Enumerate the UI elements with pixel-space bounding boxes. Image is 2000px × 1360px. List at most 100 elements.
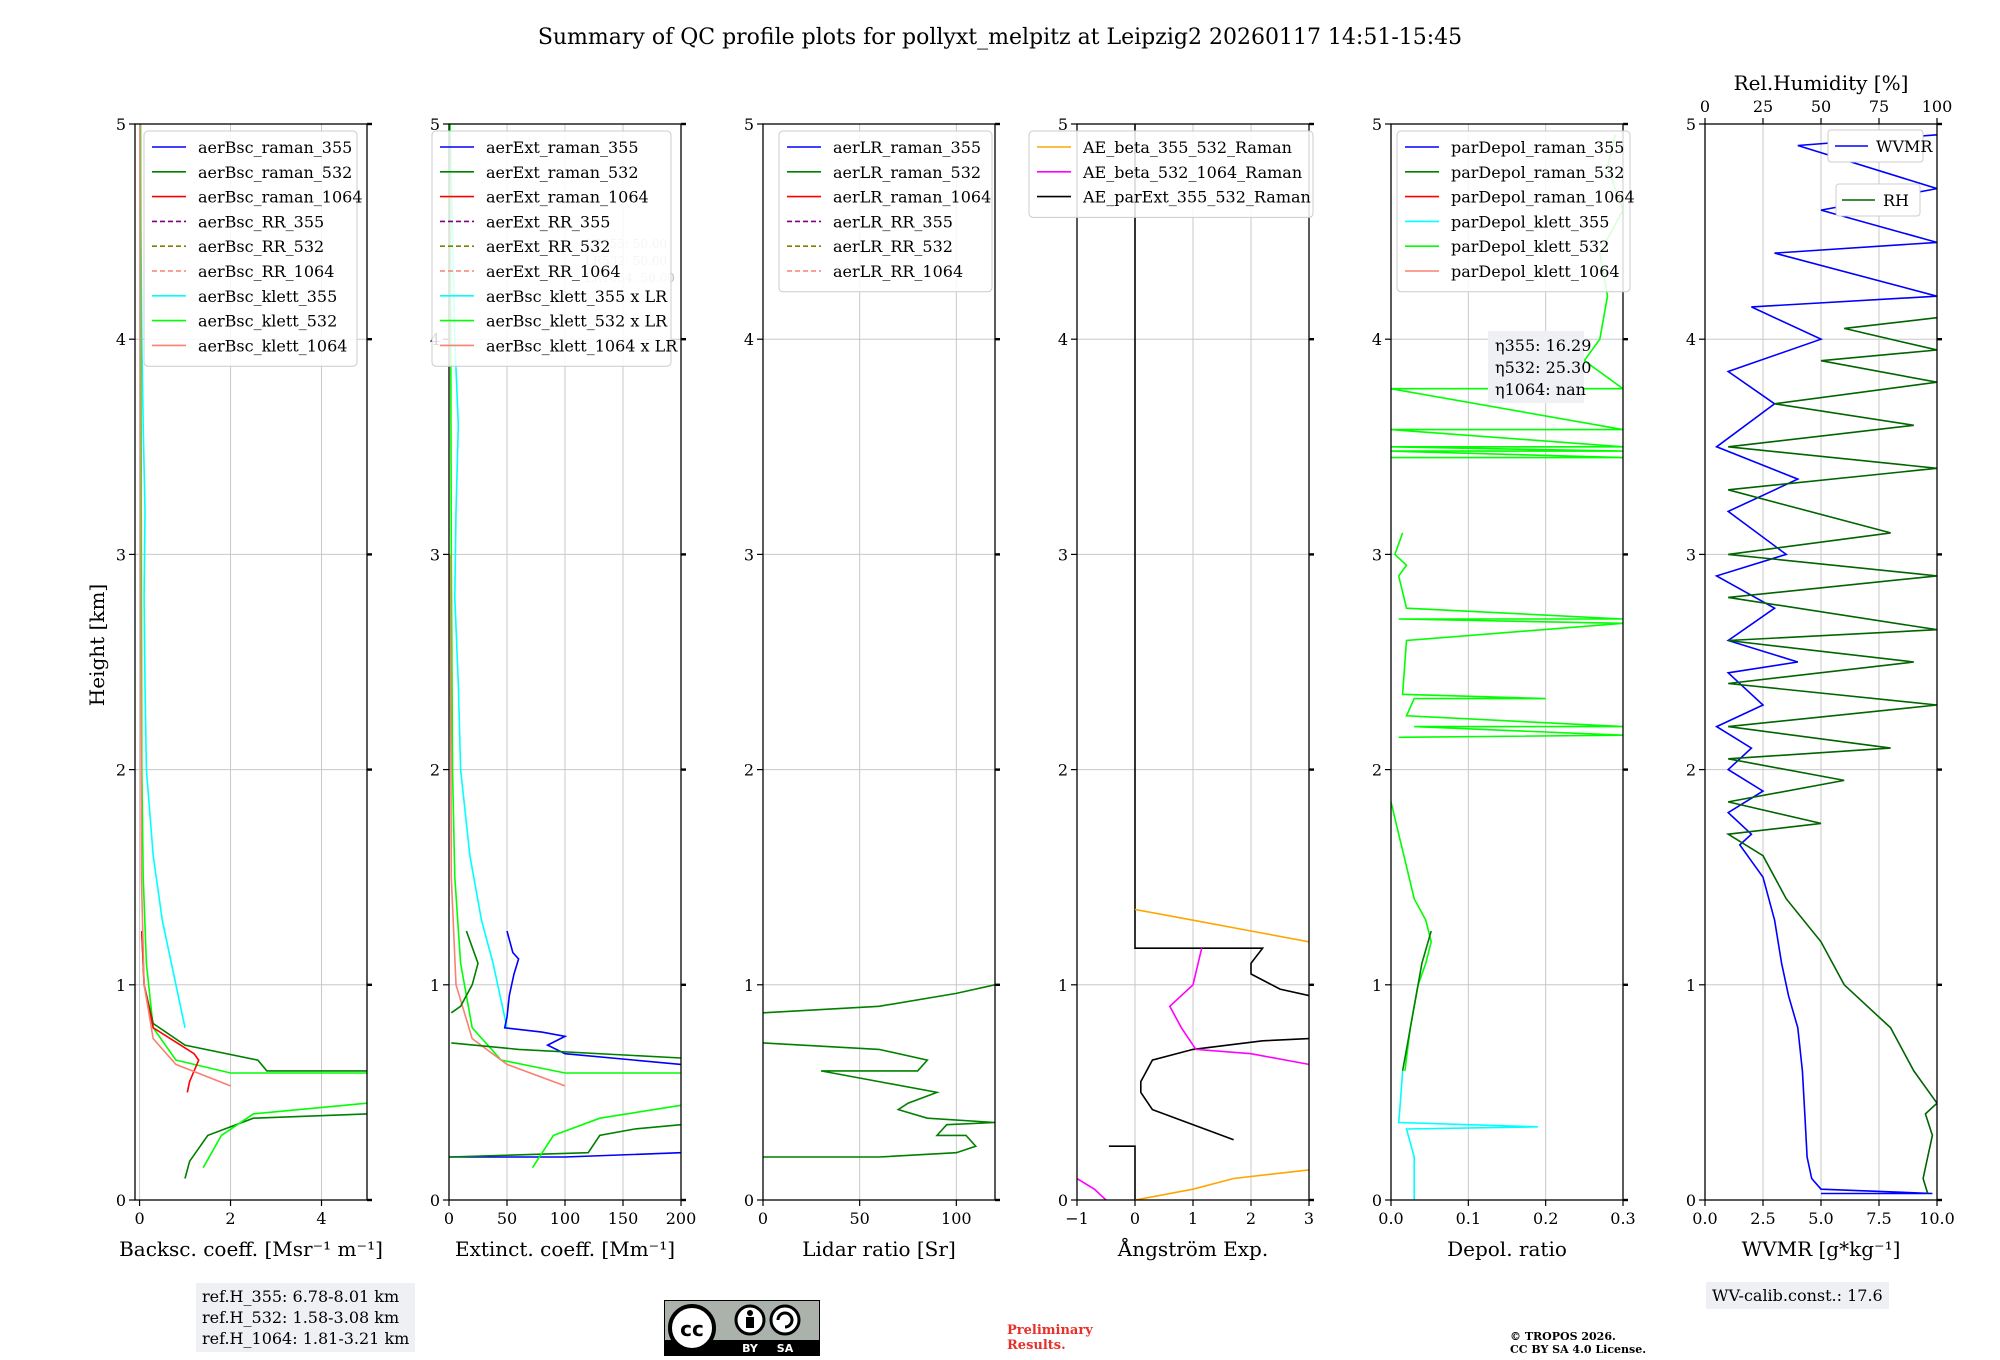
legend-box bbox=[143, 130, 358, 367]
wv-calib-box: WV-calib.const.: 17.6 bbox=[1706, 1282, 1889, 1309]
x-tick-label: 150 bbox=[608, 1209, 639, 1228]
x-axis-label: Backsc. coeff. [Msr⁻¹ m⁻¹] bbox=[119, 1237, 383, 1261]
y-tick-label: 4 bbox=[744, 330, 754, 349]
x-tick-label: 50 bbox=[849, 1209, 869, 1228]
x-tick-label: 3 bbox=[1304, 1209, 1314, 1228]
legend-label: aerLR_RR_355 bbox=[833, 212, 953, 231]
legend-box bbox=[1835, 183, 1921, 217]
y-tick-label: 5 bbox=[744, 115, 754, 134]
x-tick-label: 0.0 bbox=[1692, 1209, 1717, 1228]
y-tick-label: 4 bbox=[1058, 330, 1068, 349]
x-tick-label: 0.3 bbox=[1610, 1209, 1635, 1228]
y-tick-label: 1 bbox=[116, 976, 126, 995]
series-aerExt_klett_532_low bbox=[531, 1104, 681, 1169]
top-axis-label: Rel.Humidity [%] bbox=[1734, 71, 1909, 95]
y-tick-label: 1 bbox=[1058, 976, 1068, 995]
series-AE_beta_532_1064_Raman_b bbox=[1077, 1177, 1107, 1200]
series-aerExt_raman_355 bbox=[503, 930, 681, 1066]
series-AE_beta_355_532_Raman bbox=[1134, 908, 1309, 943]
axes-frame bbox=[1390, 123, 1624, 1201]
x-tick-label: 0 bbox=[134, 1209, 144, 1228]
preliminary-note: Preliminary Results. bbox=[1007, 1323, 1093, 1353]
y-tick-label: 3 bbox=[430, 545, 440, 564]
legend-label: aerBsc_klett_532 x LR bbox=[486, 312, 668, 331]
y-tick-label: 5 bbox=[116, 115, 126, 134]
legend-label: aerExt_RR_355 bbox=[486, 212, 610, 231]
x-tick-label: 10.0 bbox=[1919, 1209, 1955, 1228]
legend-box bbox=[431, 130, 672, 367]
x-tick-label: 200 bbox=[666, 1209, 697, 1228]
y-tick-label: 2 bbox=[1686, 761, 1696, 780]
legend-label: aerBsc_raman_532 bbox=[198, 163, 352, 182]
copyright-line-2: CC BY SA 4.0 License. bbox=[1510, 1343, 1647, 1356]
legend-label: aerLR_RR_532 bbox=[833, 237, 953, 256]
x-tick-label: 0 bbox=[758, 1209, 768, 1228]
series-aerBsc_raman_532 bbox=[141, 930, 367, 1072]
legend-label: WVMR bbox=[1876, 137, 1933, 156]
y-tick-label: 0 bbox=[744, 1191, 754, 1210]
cc-license-badge: cc BY SA bbox=[664, 1300, 820, 1356]
series-WVMR bbox=[1714, 134, 1937, 1195]
legend-label: aerBsc_klett_1064 x LR bbox=[486, 336, 678, 355]
legend-label: aerBsc_klett_532 bbox=[198, 312, 337, 331]
y-tick-label: 1 bbox=[1686, 976, 1696, 995]
x-tick-label: 0.1 bbox=[1456, 1209, 1481, 1228]
x-tick-label: 0 bbox=[444, 1209, 454, 1228]
legend-label: parDepol_klett_355 bbox=[1451, 212, 1609, 231]
legend-label: AE_beta_532_1064_Raman bbox=[1082, 163, 1302, 182]
y-tick-label: 1 bbox=[1372, 976, 1382, 995]
y-tick-label: 0 bbox=[430, 1191, 440, 1210]
ref-height-1064: ref.H_1064: 1.81-3.21 km bbox=[202, 1329, 410, 1348]
legend-label: aerBsc_RR_355 bbox=[198, 212, 324, 231]
preliminary-line-2: Results. bbox=[1007, 1338, 1066, 1353]
ref-height-532: ref.H_532: 1.58-3.08 km bbox=[202, 1308, 400, 1327]
y-tick-label: 2 bbox=[430, 761, 440, 780]
y-tick-label: 3 bbox=[1372, 545, 1382, 564]
series-parDepol_klett_532_hi bbox=[1393, 532, 1623, 739]
x-tick-label: −1 bbox=[1065, 1209, 1089, 1228]
license-sa: SA bbox=[777, 1342, 794, 1355]
legend-label: aerBsc_klett_355 x LR bbox=[486, 287, 668, 306]
y-tick-label: 5 bbox=[1686, 115, 1696, 134]
axes-frame bbox=[762, 123, 996, 1201]
x-tick-label: 0 bbox=[1130, 1209, 1140, 1228]
x-tick-label: 2.5 bbox=[1750, 1209, 1775, 1228]
legend-label: RH bbox=[1883, 191, 1909, 210]
series-aerExt_raman_532_b bbox=[451, 1042, 681, 1059]
series-aerLR_raman_532 bbox=[763, 984, 995, 1014]
ref-height-box: ref.H_355: 6.78-8.01 km ref.H_532: 1.58-… bbox=[196, 1283, 416, 1352]
legend-box bbox=[778, 130, 993, 293]
x-tick-label: 100 bbox=[941, 1209, 972, 1228]
series-aerExt_raman_355_low bbox=[449, 1151, 681, 1158]
legend-label: aerExt_raman_355 bbox=[486, 138, 639, 157]
legend-label: AE_beta_355_532_Raman bbox=[1082, 138, 1292, 157]
series-parDepol_klett_355 bbox=[1397, 1070, 1538, 1200]
x-tick-label: 0.2 bbox=[1533, 1209, 1558, 1228]
y-tick-label: 4 bbox=[116, 330, 126, 349]
wv-calib-const: WV-calib.const.: 17.6 bbox=[1712, 1286, 1883, 1305]
y-tick-label: 3 bbox=[1058, 545, 1068, 564]
x-axis-label: Ångström Exp. bbox=[1117, 1236, 1268, 1261]
series-AE_beta_532_1064_Raman bbox=[1168, 948, 1309, 1066]
x-tick-label: 0.0 bbox=[1378, 1209, 1403, 1228]
panel-bsc: 0 1 2 3 4 5 0 2 4 Backsc. coeff. [Msr⁻¹ m⁻¹] aerBs… bbox=[116, 115, 383, 1261]
y-tick-label: 3 bbox=[1686, 545, 1696, 564]
x-axis-label: Extinct. coeff. [Mm⁻¹] bbox=[455, 1237, 675, 1261]
x-tick-label: 2 bbox=[1246, 1209, 1256, 1228]
y-tick-label: 5 bbox=[1058, 115, 1068, 134]
legend-label: aerExt_RR_1064 bbox=[486, 262, 621, 281]
series-AE_parExt_355_532_Raman_b bbox=[1140, 1037, 1309, 1141]
svg-text:cc: cc bbox=[680, 1317, 704, 1341]
top-tick-label: 75 bbox=[1869, 97, 1889, 116]
legend-label: parDepol_raman_355 bbox=[1451, 138, 1624, 157]
series-aerBsc_klett_1064 bbox=[139, 124, 231, 1087]
legend-box bbox=[1396, 130, 1631, 293]
annotation-text: η1064: nan bbox=[1495, 380, 1586, 399]
legend-label: aerBsc_klett_355 bbox=[198, 287, 337, 306]
legend-label: aerLR_raman_355 bbox=[833, 138, 981, 157]
figure-title: Summary of QC profile plots for pollyxt_… bbox=[538, 25, 1462, 50]
top-tick-label: 100 bbox=[1922, 97, 1953, 116]
